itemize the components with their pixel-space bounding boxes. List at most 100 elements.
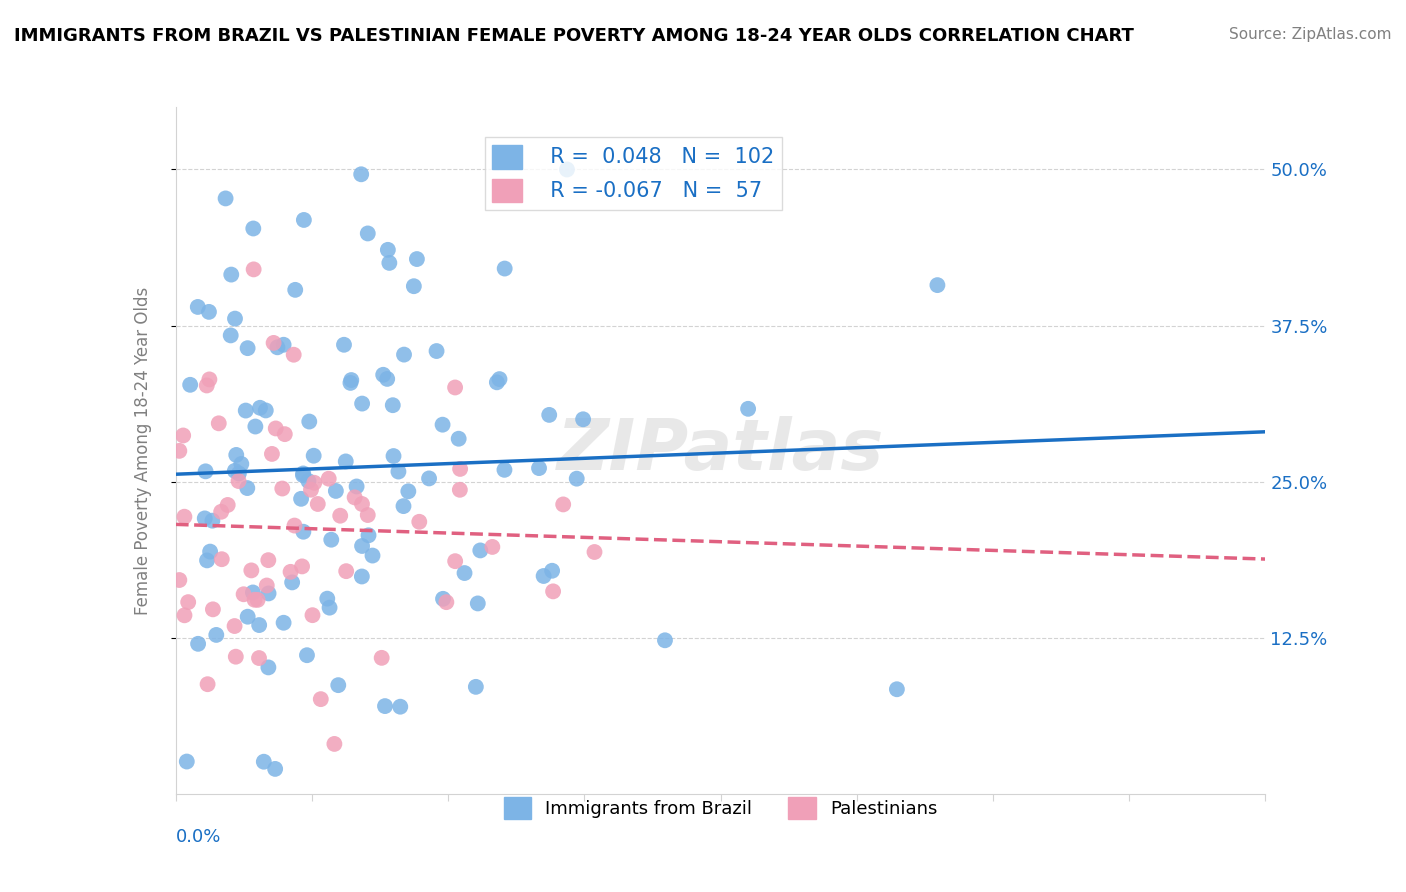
Point <box>555 162 578 177</box>
Point <box>449 483 471 497</box>
Point <box>325 483 347 498</box>
Point <box>208 417 231 431</box>
Point <box>494 261 516 276</box>
Point <box>264 762 287 776</box>
Point <box>172 428 194 442</box>
Point <box>583 545 606 559</box>
Point <box>304 475 326 490</box>
Point <box>290 491 312 506</box>
Point <box>198 544 221 558</box>
Point <box>381 398 404 412</box>
Text: IMMIGRANTS FROM BRAZIL VS PALESTINIAN FEMALE POVERTY AMONG 18-24 YEAR OLDS CORRE: IMMIGRANTS FROM BRAZIL VS PALESTINIAN FE… <box>14 27 1133 45</box>
Point <box>494 463 516 477</box>
Point <box>274 427 297 442</box>
Point <box>340 373 363 387</box>
Point <box>253 755 276 769</box>
Point <box>352 396 374 410</box>
Point <box>195 378 218 392</box>
Point <box>169 443 191 458</box>
Point <box>236 609 259 624</box>
Point <box>357 227 380 241</box>
Point <box>323 737 346 751</box>
Point <box>488 372 510 386</box>
Point <box>533 569 555 583</box>
Point <box>254 403 277 417</box>
Point <box>273 615 295 630</box>
Point <box>316 591 339 606</box>
Point <box>205 628 228 642</box>
Point <box>173 608 195 623</box>
Point <box>538 408 561 422</box>
Point <box>392 348 415 362</box>
Point <box>541 564 564 578</box>
Point <box>357 508 380 522</box>
Point <box>256 578 278 592</box>
Point <box>737 401 759 416</box>
Point <box>370 650 392 665</box>
Point <box>541 584 564 599</box>
Point <box>299 483 322 497</box>
Point <box>350 167 373 181</box>
Point <box>187 300 209 314</box>
Point <box>350 569 373 583</box>
Point <box>654 633 676 648</box>
Point <box>298 415 321 429</box>
Point <box>408 515 430 529</box>
Point <box>335 564 357 578</box>
Y-axis label: Female Poverty Among 18-24 Year Olds: Female Poverty Among 18-24 Year Olds <box>134 286 152 615</box>
Point <box>187 637 209 651</box>
Point <box>242 585 264 599</box>
Point <box>527 461 550 475</box>
Point <box>246 593 269 607</box>
Point <box>572 412 595 426</box>
Point <box>378 256 401 270</box>
Point <box>179 377 201 392</box>
Point <box>295 648 318 663</box>
Point <box>485 376 508 390</box>
Point <box>373 368 395 382</box>
Point <box>565 472 588 486</box>
Point <box>240 563 263 577</box>
Point <box>352 539 374 553</box>
Point <box>260 447 283 461</box>
Text: 0.0%: 0.0% <box>176 828 221 847</box>
Point <box>481 540 503 554</box>
Point <box>198 305 221 319</box>
Point <box>292 524 315 539</box>
Point <box>228 474 250 488</box>
Point <box>291 468 314 483</box>
Point <box>453 566 475 580</box>
Point <box>392 499 415 513</box>
Point <box>447 432 470 446</box>
Point <box>350 497 373 511</box>
Point <box>249 401 271 415</box>
Point <box>176 755 198 769</box>
Point <box>434 595 457 609</box>
Point <box>318 600 340 615</box>
Point <box>432 417 454 432</box>
Point <box>280 565 302 579</box>
Point <box>343 491 366 505</box>
Point <box>211 552 233 566</box>
Legend: Immigrants from Brazil, Palestinians: Immigrants from Brazil, Palestinians <box>496 789 945 826</box>
Point <box>201 514 224 528</box>
Point <box>346 479 368 493</box>
Point <box>318 472 340 486</box>
Point <box>302 449 325 463</box>
Point <box>228 467 250 481</box>
Point <box>321 533 343 547</box>
Point <box>449 462 471 476</box>
Point <box>361 549 384 563</box>
Point <box>292 467 315 481</box>
Point <box>470 543 492 558</box>
Point <box>231 457 253 471</box>
Point <box>201 602 224 616</box>
Point <box>927 278 949 293</box>
Point <box>257 586 280 600</box>
Point <box>402 279 425 293</box>
Point <box>177 595 200 609</box>
Point <box>396 484 419 499</box>
Point <box>301 608 323 623</box>
Point <box>236 341 259 355</box>
Point <box>375 372 398 386</box>
